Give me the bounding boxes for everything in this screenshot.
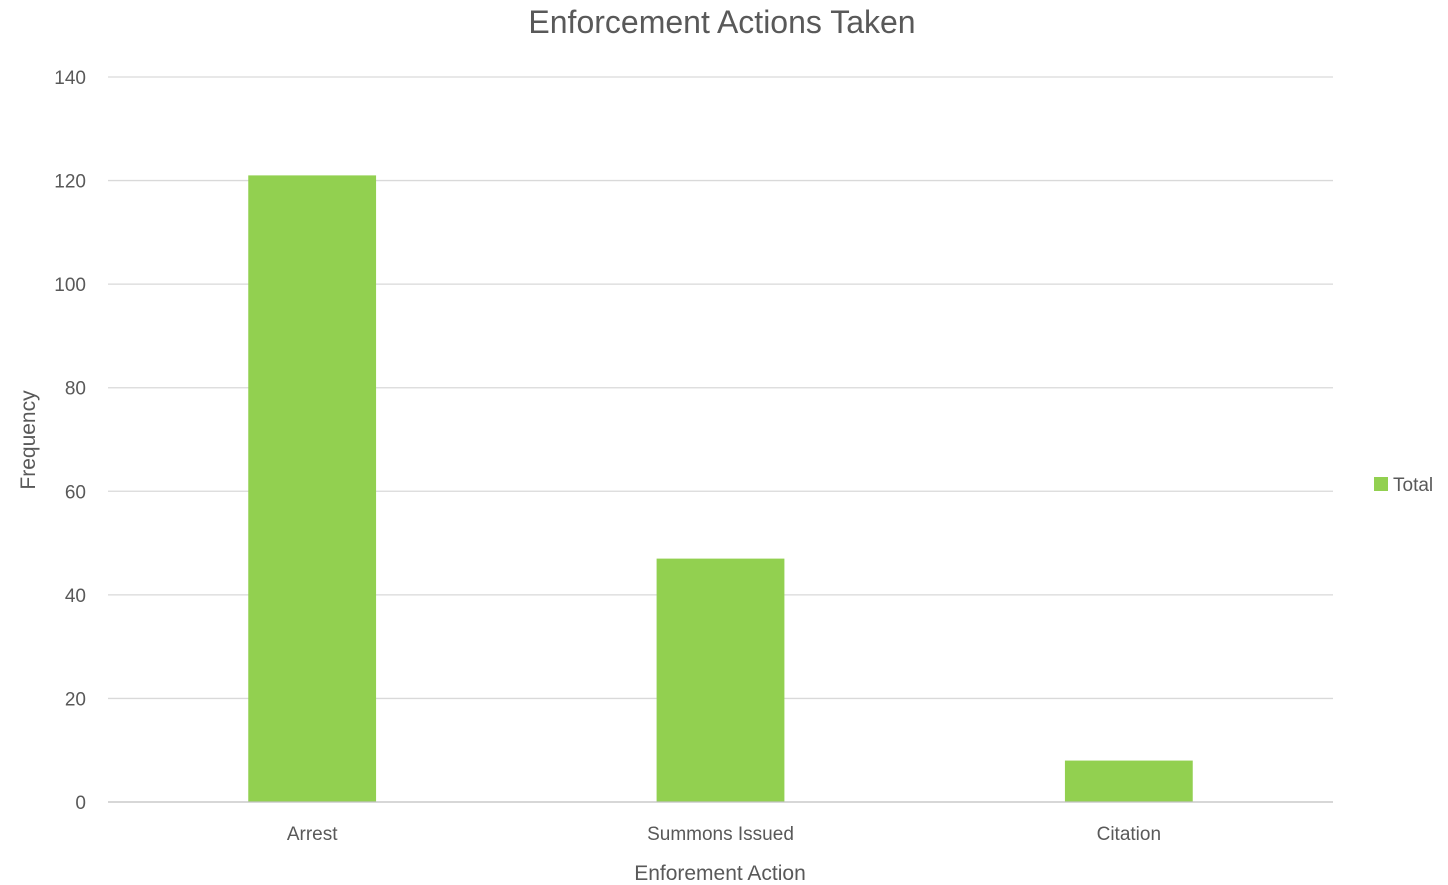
x-axis-label: Enforement Action xyxy=(634,862,806,885)
y-tick-label: 20 xyxy=(65,689,86,710)
y-tick-label: 100 xyxy=(54,275,86,296)
x-tick-label: Citation xyxy=(1097,824,1161,845)
legend-swatch xyxy=(1374,477,1388,491)
y-tick-label: 120 xyxy=(54,172,86,193)
bars xyxy=(248,175,1193,803)
legend-label: Total xyxy=(1393,475,1433,496)
legend: Total xyxy=(1374,475,1433,496)
bar-arrest xyxy=(248,175,377,803)
x-tick-label: Arrest xyxy=(287,824,338,845)
y-tick-label: 140 xyxy=(54,68,86,89)
y-tick-label: 60 xyxy=(65,482,86,503)
bar-citation xyxy=(1064,760,1193,802)
x-axis-ticks: Arrest Summons Issued Citation xyxy=(287,824,1161,845)
y-tick-label: 40 xyxy=(65,586,86,607)
y-tick-label: 0 xyxy=(75,793,86,814)
y-axis-ticks: 0 20 40 60 80 100 120 140 xyxy=(54,68,86,814)
bar-summons-issued xyxy=(656,558,785,802)
x-tick-label: Summons Issued xyxy=(647,824,794,845)
chart-title: Enforcement Actions Taken xyxy=(528,4,915,40)
y-tick-label: 80 xyxy=(65,379,86,400)
y-axis-label: Frequency xyxy=(17,390,40,490)
